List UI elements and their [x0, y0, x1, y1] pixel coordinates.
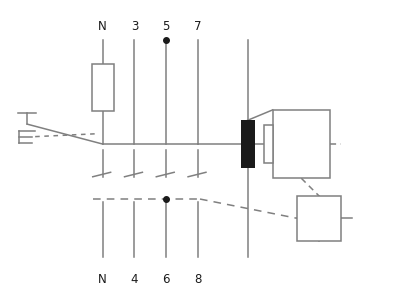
Text: 3: 3 — [131, 20, 138, 33]
Text: N: N — [98, 273, 107, 286]
Bar — [297, 196, 341, 241]
Bar — [240, 120, 255, 168]
Text: 7: 7 — [194, 20, 202, 33]
Text: 6: 6 — [162, 273, 170, 286]
Bar — [92, 64, 114, 111]
Text: 4: 4 — [131, 273, 138, 286]
Text: 8: 8 — [194, 273, 202, 286]
Text: 5: 5 — [162, 20, 170, 33]
Bar — [264, 125, 273, 164]
Bar — [273, 110, 330, 178]
Text: N: N — [98, 20, 107, 33]
